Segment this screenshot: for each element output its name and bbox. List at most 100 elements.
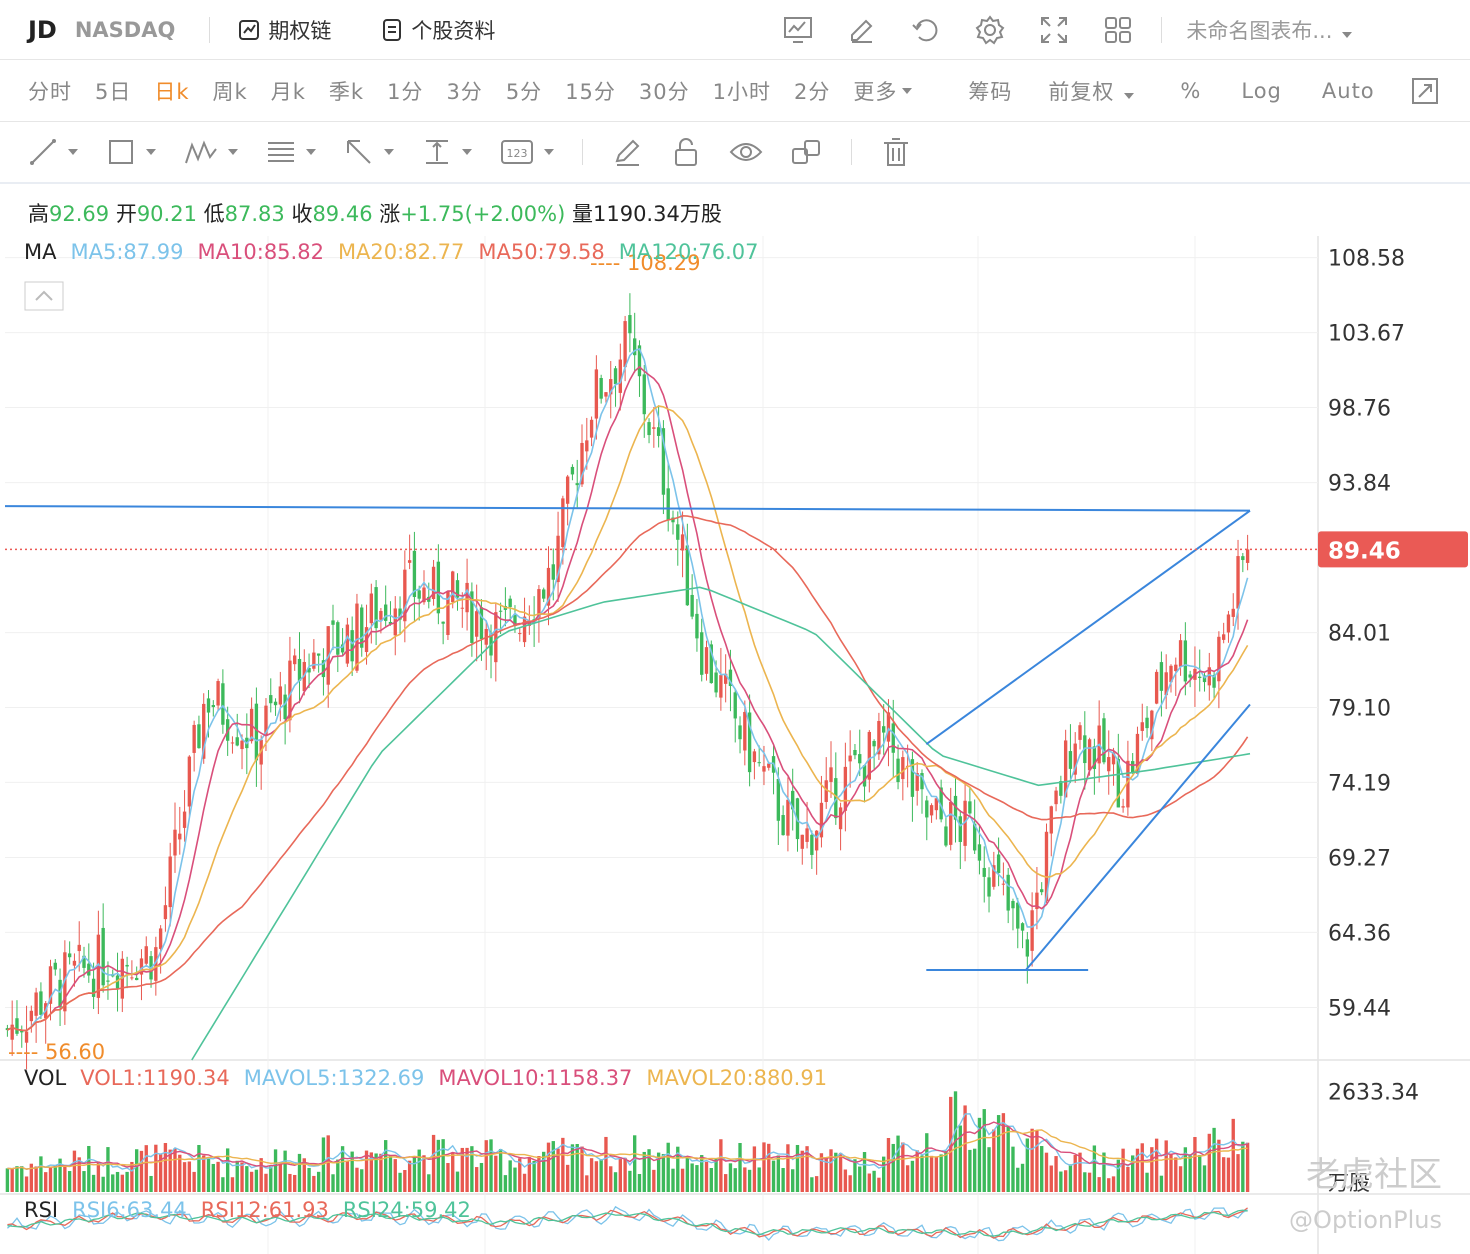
volume-bar [393, 1159, 397, 1192]
trash-icon[interactable] [882, 137, 910, 167]
log-toggle[interactable]: Log [1241, 78, 1282, 103]
candle-body [872, 740, 876, 747]
volume-bar [786, 1144, 790, 1192]
lock-icon[interactable] [671, 137, 701, 167]
candle-body [412, 550, 417, 598]
open-label: 开 [115, 202, 137, 226]
volume-bar [340, 1146, 345, 1192]
eye-icon[interactable] [729, 140, 763, 164]
period-tab[interactable]: 5分 [505, 79, 543, 104]
options-chain-button[interactable]: 期权链 [238, 15, 331, 45]
chips-button[interactable]: 筹码 [968, 79, 1013, 104]
number-tool-icon[interactable]: 123 [500, 139, 554, 165]
volume-bar [494, 1155, 498, 1192]
volume-bar [44, 1172, 48, 1192]
volume-bar [39, 1156, 43, 1192]
candle-body [977, 844, 982, 861]
volume-bar [580, 1146, 584, 1192]
volume-bar [455, 1171, 460, 1192]
chevron-down-icon[interactable] [902, 87, 913, 94]
gear-icon[interactable] [965, 5, 1015, 55]
expand-icon[interactable] [1411, 77, 1439, 105]
candle-body [546, 567, 551, 606]
volume-bar [307, 1167, 311, 1192]
auto-toggle[interactable]: Auto [1321, 78, 1375, 103]
arrow-tool-icon[interactable] [344, 137, 394, 167]
volume-bar [522, 1173, 527, 1192]
volume-bar [1231, 1118, 1235, 1192]
candle-body [1183, 640, 1188, 682]
period-tab[interactable]: 1分 [387, 79, 424, 104]
high-value: 92.69 [49, 202, 110, 226]
volume-bar [824, 1157, 828, 1192]
candle-body [647, 422, 651, 436]
candle-body [992, 865, 996, 887]
clone-icon[interactable] [791, 137, 823, 167]
volume-bar [838, 1152, 843, 1192]
candle-body [1087, 739, 1092, 771]
line-tool-icon[interactable] [28, 137, 78, 167]
open-value: 90.21 [136, 202, 197, 226]
candle-body [676, 524, 680, 540]
volume-bar [154, 1144, 158, 1192]
volume-bar [355, 1167, 359, 1192]
volume-bar [1188, 1154, 1192, 1192]
volume-bar [1174, 1157, 1178, 1192]
price-tick-label: 64.36 [1328, 921, 1391, 946]
toolbar-divider [209, 16, 211, 43]
volume-bar [1063, 1170, 1068, 1192]
volume-bar [795, 1144, 800, 1192]
adjust-dropdown[interactable]: 前复权 [1048, 76, 1135, 106]
volume-bar [431, 1134, 436, 1192]
volume-bar [752, 1146, 757, 1192]
period-tab[interactable]: 周k [212, 79, 248, 104]
undo-icon[interactable] [901, 5, 951, 55]
volume-bar [810, 1177, 814, 1192]
edit-icon[interactable] [837, 5, 887, 55]
candle-body [44, 1003, 48, 1019]
volume-bar [331, 1174, 335, 1192]
legend-item: MAVOL5:1322.69 [243, 1066, 425, 1090]
period-tab[interactable]: 3分 [446, 79, 483, 104]
period-tab[interactable]: 2分 [794, 79, 831, 104]
period-tab[interactable]: 5日 [95, 79, 132, 104]
period-tab[interactable]: 1小时 [712, 79, 772, 104]
period-tab[interactable]: 15分 [565, 79, 616, 104]
legend-item: MA5:87.99 [70, 240, 184, 264]
last-price-tag [1318, 531, 1468, 568]
candle-body [1044, 831, 1049, 902]
pencil-icon[interactable] [613, 137, 643, 167]
volume-bar [704, 1161, 709, 1192]
volume-bar [920, 1155, 924, 1192]
fullscreen-icon[interactable] [1029, 5, 1079, 55]
volume-average-line [7, 1121, 1248, 1170]
candle-body [829, 767, 833, 782]
volume-bar [1025, 1138, 1030, 1192]
period-tab[interactable]: 月k [270, 79, 306, 104]
candle-body [723, 673, 728, 684]
candle-body [570, 466, 575, 475]
fibonacci-tool-icon[interactable] [266, 137, 316, 167]
volume-bar [441, 1139, 445, 1192]
measure-tool-icon[interactable] [422, 137, 472, 167]
volume-bar [460, 1147, 464, 1192]
volume-bar [15, 1166, 19, 1192]
rectangle-tool-icon[interactable] [106, 137, 156, 167]
chart-name-dropdown[interactable]: 未命名图表布... [1186, 15, 1353, 45]
percent-toggle[interactable]: % [1180, 78, 1202, 103]
candle-body [235, 737, 239, 746]
stock-profile-button[interactable]: 个股资料 [381, 15, 495, 45]
volume-bar [618, 1157, 622, 1192]
volume-bar [685, 1157, 690, 1192]
candle-body [115, 975, 120, 989]
candle-body [781, 815, 785, 836]
grid-icon[interactable] [1093, 5, 1143, 55]
pattern-tool-icon[interactable] [184, 137, 238, 167]
chart-icon[interactable] [773, 5, 823, 55]
period-tab[interactable]: 分时 [28, 79, 72, 104]
period-tab[interactable]: 季k [328, 79, 365, 104]
period-tab[interactable]: 更多 [853, 79, 898, 104]
period-tab[interactable]: 30分 [638, 79, 690, 104]
period-tab[interactable]: 日k [154, 79, 190, 104]
price-tick-label: 84.01 [1328, 622, 1391, 647]
